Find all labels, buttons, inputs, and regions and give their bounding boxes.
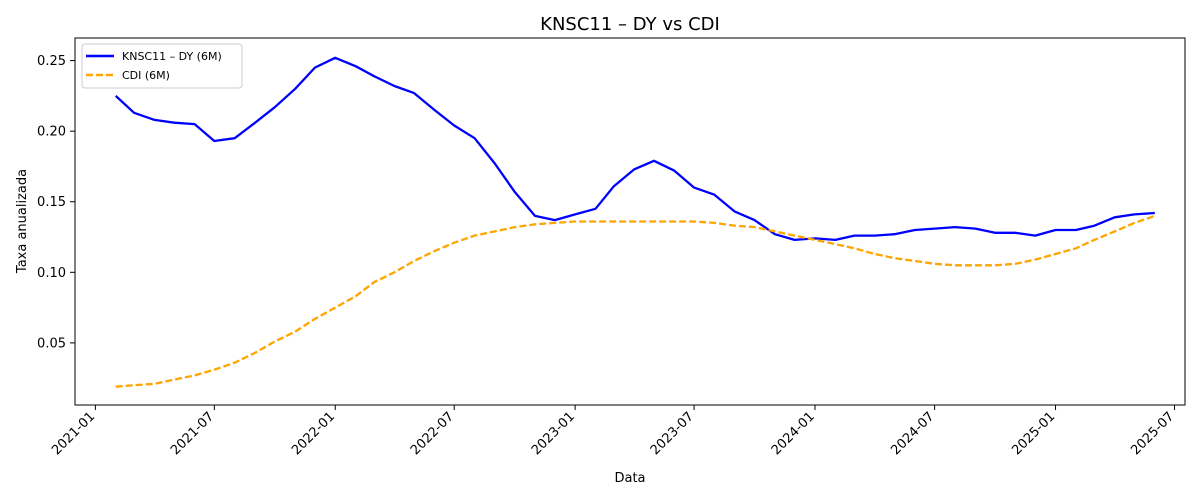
legend-label-cdi: CDI (6M) [122, 69, 170, 82]
y-axis-title: Taxa anualizada [15, 169, 30, 274]
x-tick-label: 2021-07 [168, 409, 217, 458]
x-tick-label: 2025-07 [1128, 409, 1177, 458]
x-tick-label: 2022-01 [289, 409, 338, 458]
x-tick-label: 2024-01 [769, 409, 818, 458]
chart-title: KNSC11 – DY vs CDI [540, 14, 720, 35]
legend-box [81, 43, 243, 89]
x-tick-label: 2025-01 [1009, 409, 1058, 458]
legend: KNSC11 – DY (6M) CDI (6M) [81, 43, 243, 89]
x-tick-label: 2024-07 [888, 409, 937, 458]
x-tick-label: 2021-01 [49, 409, 98, 458]
legend-label-dy: KNSC11 – DY (6M) [122, 50, 222, 63]
ticks-layer: 2021-01 2021-07 2022-01 2022-07 2023-01 2023-… [37, 54, 1177, 458]
x-tick-label: 2023-07 [648, 409, 697, 458]
x-axis-title: Data [614, 471, 645, 486]
y-tick-label: 0.20 [37, 125, 66, 140]
y-tick-label: 0.25 [37, 54, 66, 69]
x-tick-label: 2022-07 [408, 409, 457, 458]
series-layer [114, 56, 1156, 388]
series-line-dy [114, 56, 1155, 242]
plot-area [74, 37, 1186, 406]
x-tick-label: 2023-01 [529, 409, 578, 458]
series-line-cdi [115, 214, 1156, 388]
y-tick-label: 0.15 [37, 195, 66, 210]
y-tick-label: 0.05 [37, 336, 66, 351]
y-tick-label: 0.10 [37, 266, 66, 281]
